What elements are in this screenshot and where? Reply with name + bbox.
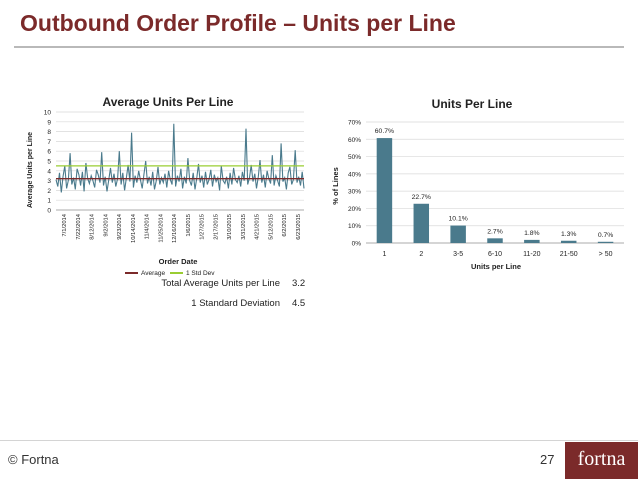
x-tick-label: 6/2/2015 — [282, 214, 288, 237]
y-tick-label: 70% — [348, 120, 361, 127]
bar-chart-title: Units Per Line — [432, 97, 513, 111]
x-tick-label: 3-5 — [453, 251, 463, 258]
y-tick-label: 0 — [47, 208, 51, 215]
bar — [450, 225, 466, 243]
x-tick-label: 11/4/2014 — [145, 213, 151, 239]
bar-chart-y-label: % of Lines — [331, 167, 340, 205]
line-chart-title: Average Units Per Line — [103, 95, 234, 109]
y-tick-label: 50% — [348, 154, 361, 161]
bar — [413, 203, 430, 243]
x-tick-label: 1/6/2015 — [186, 214, 192, 237]
x-tick-label: 3/10/2015 — [227, 214, 233, 240]
bar-chart: Units Per Line % of Lines Units per Line… — [322, 88, 626, 278]
bar-chart-x-label: Units per Line — [471, 262, 521, 271]
stat-value: 4.5 — [292, 298, 306, 309]
bar-data-label: 0.7% — [598, 232, 614, 239]
x-tick-label: 7/22/2014 — [76, 213, 82, 240]
bar-data-label: 2.7% — [487, 228, 503, 235]
y-tick-label: 10 — [44, 110, 52, 117]
bar-chart-svg: Units Per Line % of Lines Units per Line… — [331, 97, 624, 271]
line-chart-svg: Average Units Per Line Average Units per… — [27, 95, 305, 277]
stat-label: Total Average Units per Line — [161, 278, 280, 289]
x-tick-label: 5/12/2015 — [268, 214, 274, 240]
x-tick-label: 12/16/2014 — [172, 213, 178, 243]
x-tick-label: 10/14/2014 — [131, 213, 137, 243]
legend-stddev-label: 1 Std Dev — [186, 270, 215, 277]
line-chart: Average Units Per Line Average Units per… — [18, 88, 310, 278]
x-tick-label: 2 — [419, 251, 423, 258]
bar — [376, 138, 393, 243]
y-tick-label: 10% — [348, 223, 361, 230]
x-tick-label: 8/12/2014 — [90, 213, 96, 240]
units-per-line-series — [55, 123, 305, 193]
y-tick-label: 60% — [348, 137, 361, 144]
y-tick-label: 5 — [47, 159, 51, 166]
slide-title: Outbound Order Profile – Units per Line — [20, 10, 456, 36]
bar — [487, 238, 503, 243]
x-tick-label: 1/27/2015 — [200, 214, 206, 240]
y-tick-label: 0% — [352, 241, 362, 248]
copyright-text: © Fortna — [8, 452, 59, 467]
x-tick-label: 6-10 — [488, 251, 502, 258]
y-tick-label: 9 — [47, 119, 51, 126]
y-tick-label: 30% — [348, 189, 361, 196]
x-tick-label: 9/23/2014 — [117, 213, 123, 240]
y-tick-label: 4 — [47, 168, 51, 175]
y-tick-label: 1 — [47, 198, 51, 205]
bar — [560, 240, 577, 243]
y-tick-label: 7 — [47, 139, 51, 146]
x-tick-label: 7/1/2014 — [62, 213, 68, 236]
footer-divider — [0, 440, 638, 441]
bar — [597, 241, 614, 243]
x-tick-label: 11/25/2014 — [158, 213, 164, 242]
x-tick-label: 3/31/2015 — [241, 214, 247, 240]
x-tick-label: 2/17/2015 — [213, 214, 219, 240]
x-tick-label: 9/2/2014 — [103, 213, 109, 236]
y-tick-label: 6 — [47, 149, 51, 156]
y-tick-label: 20% — [348, 206, 361, 213]
x-tick-label: 11-20 — [523, 251, 540, 258]
x-tick-label: 1 — [382, 251, 386, 258]
fortna-logo: fortna — [565, 442, 638, 479]
x-tick-label: > 50 — [599, 251, 613, 258]
bar-data-label: 10.1% — [449, 216, 468, 223]
stat-value: 3.2 — [292, 278, 306, 289]
y-tick-label: 40% — [348, 171, 361, 178]
y-tick-label: 8 — [47, 129, 51, 136]
bar — [524, 239, 540, 243]
x-tick-label: 4/21/2015 — [255, 214, 261, 240]
title-divider — [14, 46, 624, 48]
line-chart-legend: Average 1 Std Dev — [125, 270, 215, 277]
bar-data-label: 1.3% — [561, 231, 577, 238]
y-tick-label: 2 — [47, 188, 51, 195]
page-number: 27 — [540, 452, 555, 467]
legend-average-label: Average — [141, 270, 165, 277]
y-tick-label: 3 — [47, 178, 51, 185]
x-tick-label: 21-50 — [560, 251, 578, 258]
x-tick-label: 6/23/2015 — [296, 214, 302, 240]
bar-data-label: 1.8% — [524, 230, 540, 237]
bar-data-label: 60.7% — [375, 128, 394, 135]
bar-data-label: 22.7% — [412, 194, 431, 201]
line-chart-x-label: Order Date — [159, 257, 198, 266]
stat-label: 1 Standard Deviation — [191, 298, 280, 309]
line-chart-y-label: Average Units per Line — [27, 132, 34, 208]
